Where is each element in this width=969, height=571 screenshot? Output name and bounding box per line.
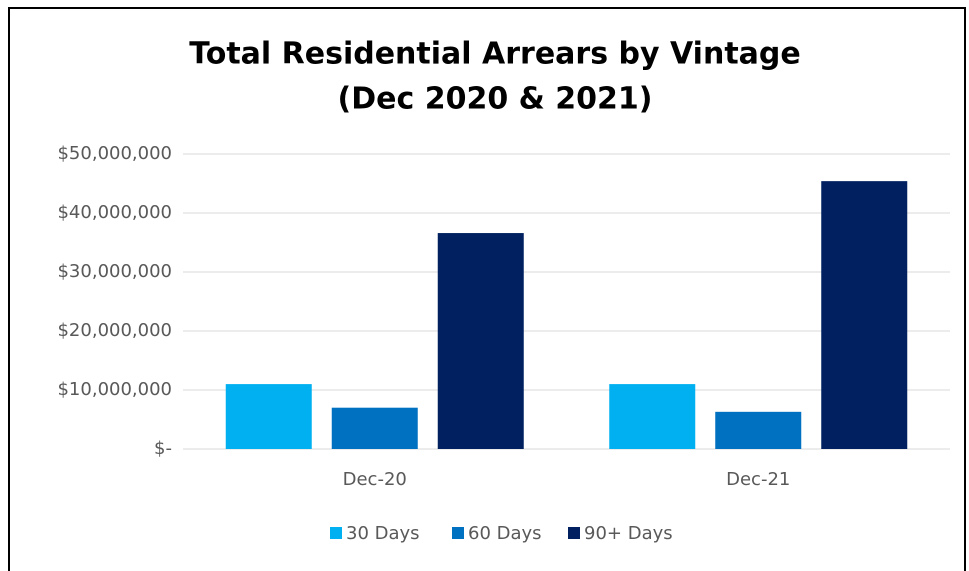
y-tick-label: $20,000,000	[57, 320, 172, 341]
legend-swatch	[330, 527, 342, 539]
bar	[715, 411, 802, 449]
bar	[225, 384, 312, 449]
y-tick-label: $-	[154, 438, 172, 459]
y-tick-label: $50,000,000	[57, 143, 172, 164]
bar	[609, 384, 696, 449]
y-tick-label: $10,000,000	[57, 379, 172, 400]
x-tick-label: Dec-21	[726, 469, 790, 490]
legend-label: 60 Days	[468, 523, 542, 544]
x-tick-label: Dec-20	[343, 469, 407, 490]
legend-label: 90+ Days	[584, 523, 673, 544]
legend-swatch	[568, 527, 580, 539]
bar	[437, 233, 524, 449]
legend-swatch	[452, 527, 464, 539]
chart-title: Total Residential Arrears by Vintage	[189, 37, 800, 72]
y-tick-label: $30,000,000	[57, 261, 172, 282]
bar	[331, 407, 418, 449]
legend-label: 30 Days	[346, 523, 420, 544]
chart-subtitle: (Dec 2020 & 2021)	[338, 82, 653, 117]
y-tick-label: $40,000,000	[57, 202, 172, 223]
bar	[821, 181, 908, 449]
